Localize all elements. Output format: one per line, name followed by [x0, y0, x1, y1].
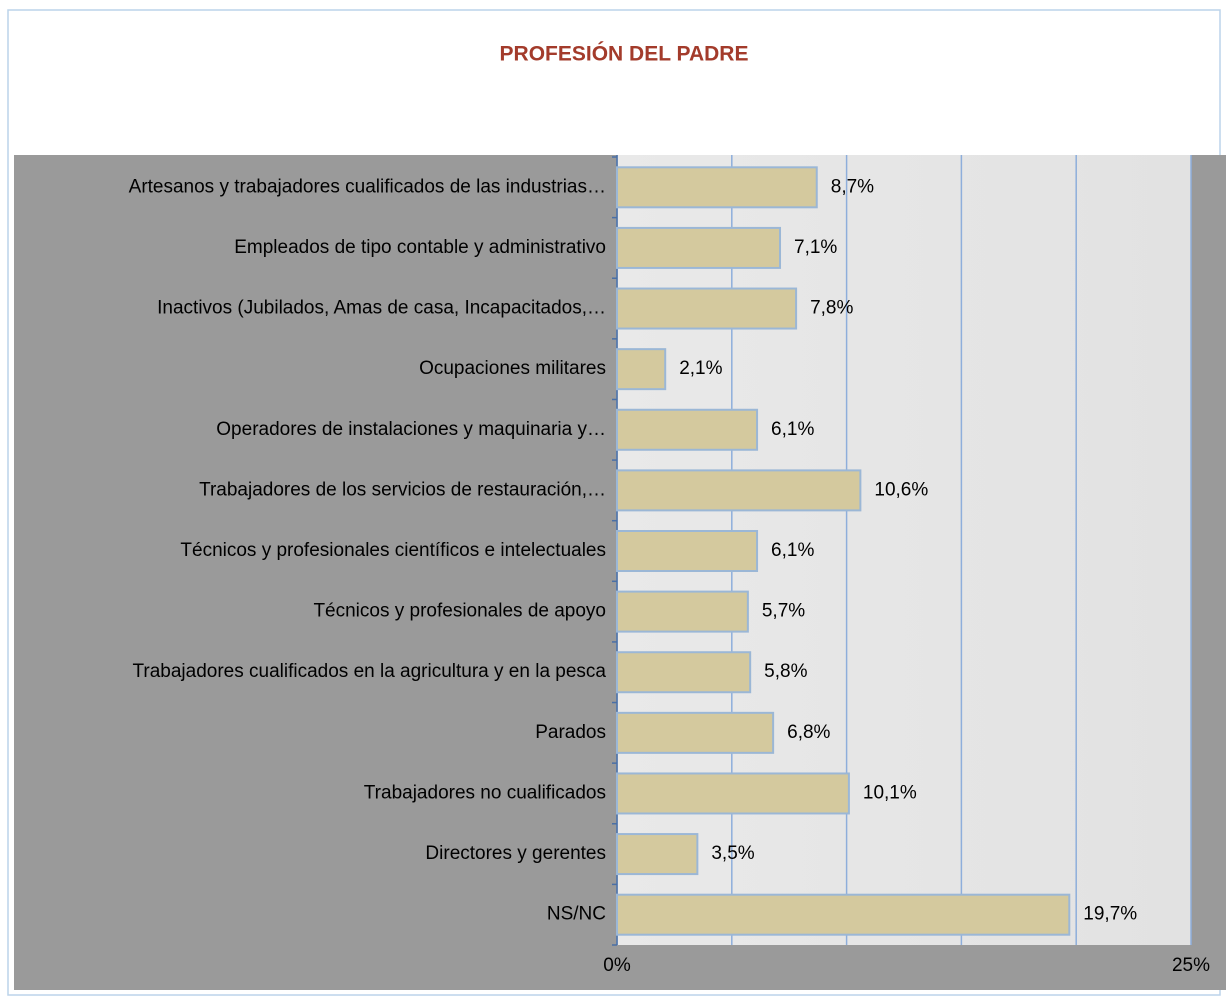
bar [616, 651, 752, 694]
y-tick-label: Trabajadores de los servicios de restaur… [199, 479, 606, 500]
bar [616, 772, 850, 815]
bar [616, 287, 798, 330]
y-tick-label: Empleados de tipo contable y administrat… [234, 237, 606, 258]
data-label: 6,1% [771, 419, 814, 440]
y-tick-label: Trabajadores no cualificados [364, 782, 606, 803]
bar [616, 469, 862, 512]
bar [616, 408, 759, 451]
x-tick-label: 0% [603, 955, 631, 976]
y-tick-label: Artesanos y trabajadores cualificados de… [129, 176, 606, 197]
bar [616, 530, 759, 572]
chart-title: PROFESIÓN DEL PADRE [500, 42, 749, 66]
data-label: 6,1% [771, 540, 814, 561]
data-label: 7,1% [794, 237, 837, 258]
data-label: 6,8% [787, 722, 830, 743]
data-label: 5,7% [762, 601, 805, 622]
bar [616, 833, 699, 876]
y-tick-label: Inactivos (Jubilados, Amas de casa, Inca… [157, 298, 606, 319]
data-label: 5,8% [764, 661, 807, 682]
bar [616, 590, 749, 633]
bar [616, 226, 782, 269]
bar [616, 711, 775, 754]
data-label: 8,7% [831, 176, 874, 197]
bar [616, 893, 1071, 936]
y-tick-label: Técnicos y profesionales de apoyo [313, 601, 606, 622]
data-label: 3,5% [711, 843, 754, 864]
y-tick-label: Operadores de instalaciones y maquinaria… [216, 419, 606, 440]
bar [616, 166, 818, 209]
y-tick-label: Técnicos y profesionales científicos e i… [180, 540, 606, 561]
y-tick-label: Parados [535, 722, 606, 743]
x-tick-label: 25% [1172, 955, 1210, 976]
data-label: 19,7% [1083, 904, 1137, 925]
y-tick-label: Trabajadores cualificados en la agricult… [132, 661, 606, 682]
data-label: 7,8% [810, 298, 853, 319]
data-label: 10,1% [863, 782, 917, 803]
y-tick-label: Ocupaciones militares [419, 358, 606, 379]
bar [616, 348, 667, 391]
y-tick-label: NS/NC [547, 904, 606, 925]
y-tick-label: Directores y gerentes [425, 843, 606, 864]
data-label: 10,6% [874, 479, 928, 500]
data-label: 2,1% [679, 358, 722, 379]
